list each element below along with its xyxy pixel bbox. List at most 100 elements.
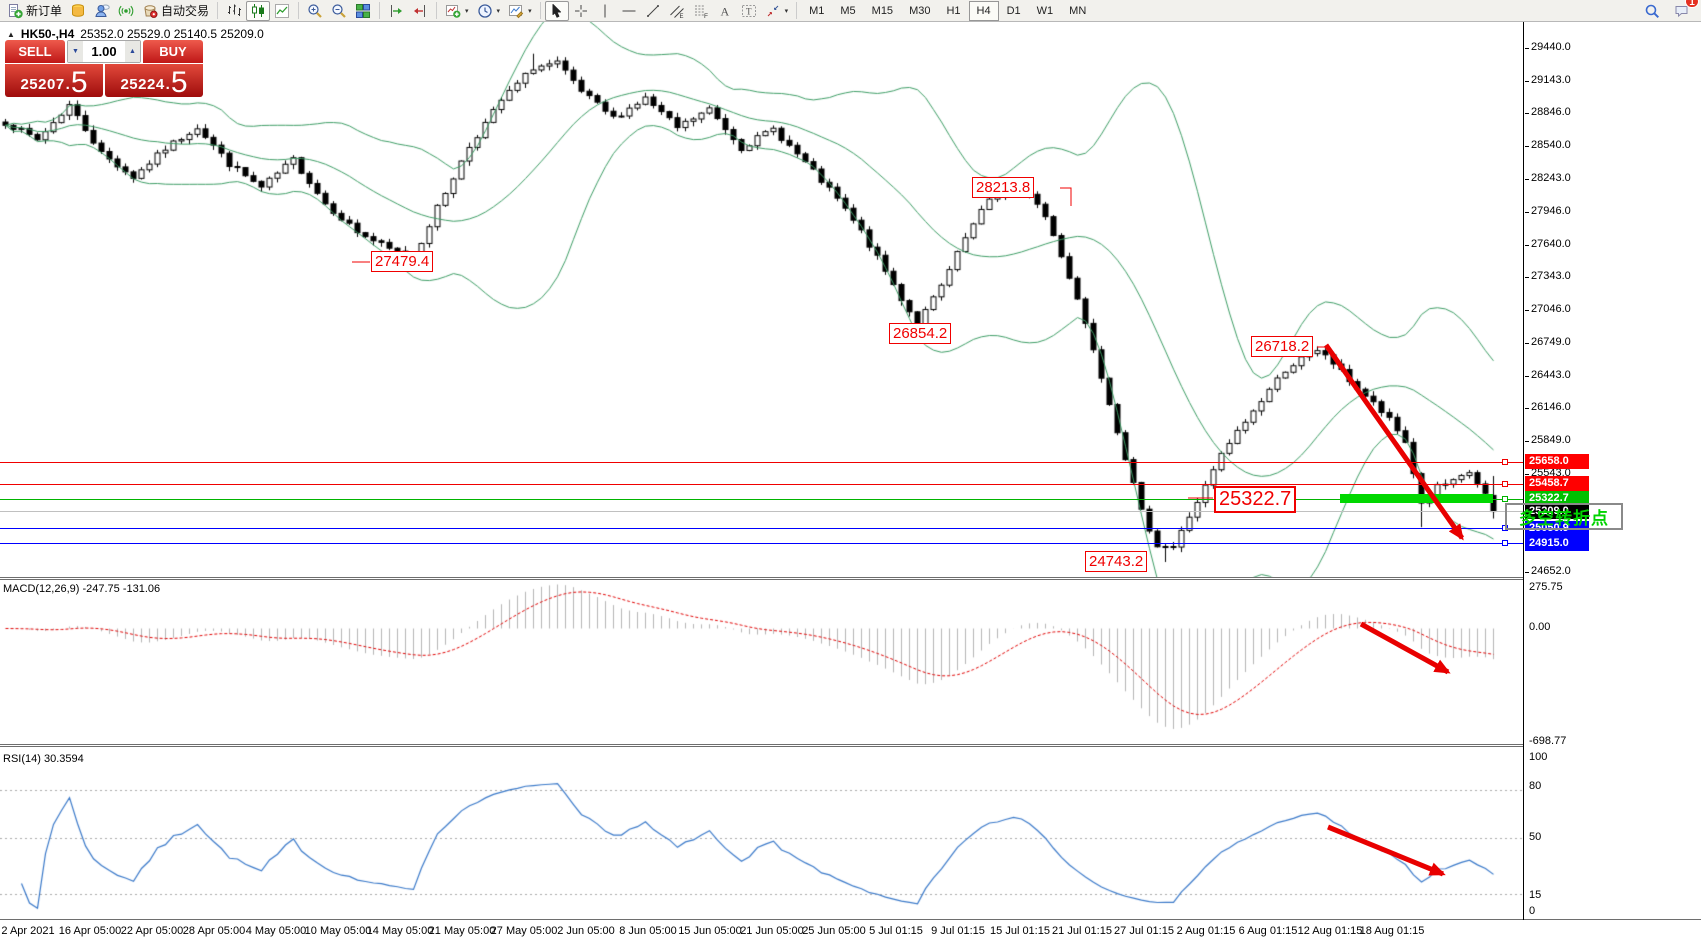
templates-icon: [509, 4, 524, 18]
price-annotation[interactable]: 26854.2: [889, 323, 952, 344]
line-handle[interactable]: [1502, 496, 1508, 502]
zoom-in-button[interactable]: [303, 1, 327, 21]
templates-button[interactable]: ▾: [504, 1, 536, 21]
dropdown-caret-icon: ▾: [784, 7, 789, 15]
highlight-bar[interactable]: [1340, 494, 1493, 503]
indicators-list-button[interactable]: ▾: [441, 1, 473, 21]
rsi-scale-label: 50: [1529, 831, 1542, 843]
macd-pane-separator[interactable]: [0, 577, 1523, 580]
text-label-button[interactable]: T: [737, 1, 761, 21]
time-tick-label: 15 Jun 05:00: [678, 925, 742, 937]
time-tick-label: 21 May 05:00: [428, 925, 496, 937]
sell-button[interactable]: SELL: [5, 40, 65, 63]
horizontal-level-line[interactable]: [0, 528, 1523, 529]
fibonacci-button[interactable]: F: [689, 1, 713, 21]
zoom-out-button[interactable]: [327, 1, 351, 21]
vertical-line-button[interactable]: [593, 1, 617, 21]
hline-icon: [622, 10, 636, 11]
price-annotation[interactable]: 24743.2: [1085, 551, 1148, 572]
label-icon: T: [741, 4, 756, 17]
macd-canvas[interactable]: [0, 580, 1523, 745]
text-button[interactable]: A: [713, 1, 737, 21]
auto-trading-button[interactable]: 自动交易: [138, 1, 213, 21]
time-tick-label: 4 May 05:00: [245, 925, 307, 937]
price-chart-canvas[interactable]: [0, 22, 1523, 578]
line-handle[interactable]: [1502, 540, 1508, 546]
timeframe-m5-button[interactable]: M5: [840, 4, 856, 17]
price-annotation[interactable]: 27479.4: [371, 251, 434, 272]
line-handle[interactable]: [1502, 481, 1508, 487]
periods-icon: [477, 3, 492, 18]
time-tick-label: 16 Apr 05:00: [58, 925, 122, 937]
svg-text:E: E: [679, 14, 683, 19]
price-annotation[interactable]: 25322.7: [1214, 486, 1297, 513]
symbol-label: HK50-,H4: [20, 27, 75, 41]
volume-increase-button[interactable]: ▲: [125, 41, 140, 62]
line-handle[interactable]: [1502, 459, 1508, 465]
toolbar-separator: [796, 2, 798, 19]
buy-price-dot: .: [165, 76, 170, 93]
cursor-button[interactable]: [544, 0, 569, 21]
volume-decrease-button[interactable]: ▼: [68, 41, 83, 62]
volume-value[interactable]: 1.00: [91, 44, 117, 59]
trendline-icon: [646, 4, 659, 17]
timeframe-h1-button[interactable]: H1: [946, 4, 961, 17]
periods-button[interactable]: ▾: [473, 1, 505, 21]
time-axis[interactable]: 2 Apr 2021 16 Apr 05:00 22 Apr 05:00 28 Apr…: [0, 920, 1701, 941]
rsi-scale-label: 80: [1529, 780, 1542, 792]
rsi-scale-label: 0: [1529, 905, 1536, 917]
profiles-button[interactable]: [66, 1, 90, 21]
horizontal-level-line[interactable]: [0, 499, 1523, 500]
price-axis[interactable]: 29440.0 29143.0 28846.0 28540.0 28243.0 27946…: [1524, 22, 1701, 578]
notifications-button[interactable]: 1: [1670, 0, 1699, 21]
arrows-button[interactable]: ▾: [761, 1, 793, 21]
rsi-pane-separator[interactable]: [0, 744, 1523, 747]
horizontal-level-line[interactable]: [0, 462, 1523, 463]
rsi-canvas[interactable]: [0, 747, 1523, 920]
timeframe-m15-button[interactable]: M15: [871, 4, 894, 17]
new-order-button[interactable]: 新订单: [3, 1, 66, 21]
horizontal-level-line[interactable]: [0, 511, 1523, 512]
sell-price[interactable]: 25207. 5: [5, 64, 103, 99]
timeframe-mn-button[interactable]: MN: [1069, 4, 1087, 17]
timeframe-m1-button[interactable]: M1: [809, 4, 825, 17]
buy-button[interactable]: BUY: [143, 40, 203, 63]
time-tick-label: 9 Jul 01:15: [931, 925, 985, 937]
community-icon: [95, 3, 110, 17]
community-button[interactable]: [90, 1, 114, 21]
toolbar-separator: [379, 2, 381, 19]
time-axis-separator: [0, 919, 1701, 920]
equidistant-channel-button[interactable]: E: [665, 1, 689, 21]
time-tick-label: 14 May 05:00: [366, 925, 434, 937]
collapse-panel-icon[interactable]: ▲: [7, 29, 15, 39]
timeframe-h4-button[interactable]: H4: [968, 0, 999, 21]
price-tick-label: 26749.0: [1525, 335, 1571, 348]
note-annotation[interactable]: 多空转折点: [1505, 503, 1623, 530]
sell-price-pip: 5: [70, 66, 88, 99]
search-button[interactable]: [1640, 1, 1664, 21]
line-chart-button[interactable]: [270, 1, 294, 21]
buy-price[interactable]: 25224. 5: [105, 64, 203, 98]
tile-windows-button[interactable]: [351, 1, 375, 21]
time-tick-label: 28 Apr 05:00: [182, 925, 246, 937]
crosshair-button[interactable]: [569, 1, 593, 21]
horizontal-line-button[interactable]: [617, 1, 641, 21]
price-annotation[interactable]: 28213.8: [972, 177, 1035, 198]
horizontal-level-line[interactable]: [0, 484, 1523, 485]
timeframe-d1-button[interactable]: D1: [1006, 4, 1021, 17]
auto-scroll-button[interactable]: [384, 1, 408, 21]
chart-shift-icon: [414, 4, 426, 17]
zoom-in-icon: [308, 3, 322, 18]
text-icon: A: [720, 4, 729, 18]
trendline-button[interactable]: [641, 1, 665, 21]
chart-shift-button[interactable]: [408, 1, 432, 21]
timeframe-w1-button[interactable]: W1: [1036, 4, 1054, 17]
candlestick-chart-button[interactable]: [246, 0, 271, 21]
signals-button[interactable]: [114, 1, 138, 21]
macd-scale-label: 0.00: [1529, 621, 1551, 633]
price-tick-label: 28540.0: [1525, 139, 1571, 152]
horizontal-level-line[interactable]: [0, 543, 1523, 544]
bar-chart-button[interactable]: [222, 1, 246, 21]
price-annotation[interactable]: 26718.2: [1251, 336, 1314, 357]
timeframe-m30-button[interactable]: M30: [909, 4, 931, 17]
